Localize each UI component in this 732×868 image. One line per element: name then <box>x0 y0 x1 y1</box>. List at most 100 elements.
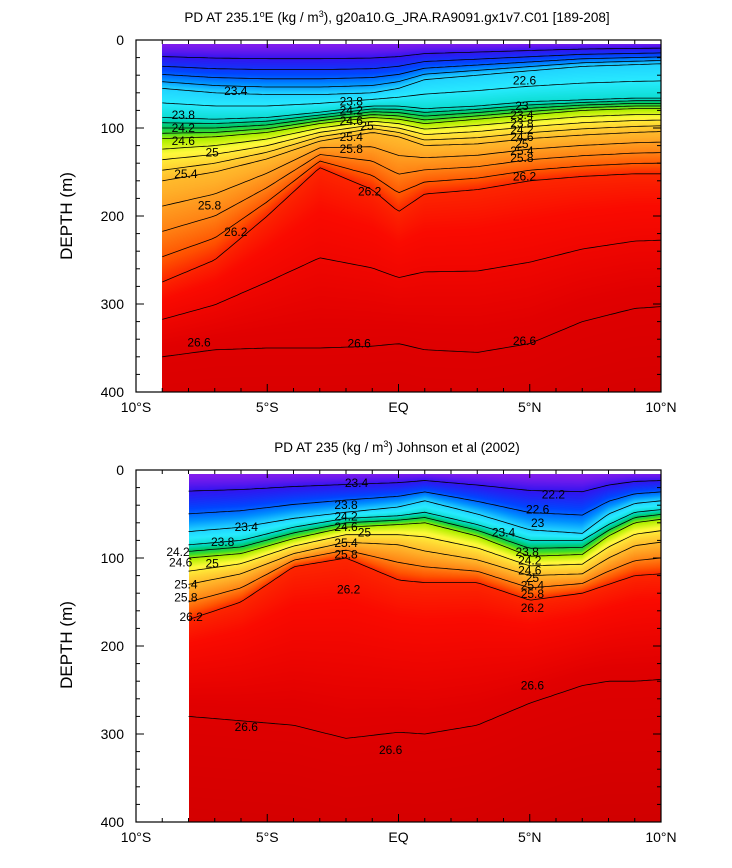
x-tick-label: 10°S <box>121 829 152 845</box>
x-tick-label: 5°N <box>518 829 542 845</box>
contour-label: 25 <box>360 119 374 133</box>
contour-label: 26.2 <box>358 184 382 198</box>
contour-label: 25.4 <box>174 577 198 591</box>
x-tick-label: EQ <box>388 829 408 845</box>
contour-label: 23.8 <box>340 95 364 109</box>
contour-line-24.2 <box>162 103 661 129</box>
contour-label: 26.6 <box>347 337 371 351</box>
contour-label: 24.2 <box>334 510 358 524</box>
contour-label: 24.2 <box>166 545 190 559</box>
y-tick-label: 300 <box>101 296 125 312</box>
contour-line-24.6 <box>162 108 661 139</box>
contour-label: 24.6 <box>340 114 364 128</box>
contour-label: 25 <box>205 556 219 570</box>
contour-line-23.4 <box>162 63 662 95</box>
contour-line-23.6 <box>162 80 662 107</box>
contour-line-26.6 <box>188 679 662 739</box>
y-tick-label: 200 <box>101 638 125 654</box>
contour-line-23.8 <box>188 509 662 546</box>
contour-line-25.6 <box>162 141 662 207</box>
contour-label: 25.4 <box>521 578 545 592</box>
x-tick-label: 10°N <box>645 399 676 415</box>
contour-line-26.6 <box>162 306 662 358</box>
contour-label: 23 <box>531 516 545 530</box>
y-tick-label: 0 <box>116 32 124 48</box>
contour-line-25 <box>162 119 661 161</box>
contour-label: 26.6 <box>235 720 259 734</box>
contour-label: 24.2 <box>518 554 542 568</box>
contour-label: 26.2 <box>337 583 361 597</box>
contour-line-22.6 <box>188 480 662 493</box>
contour-line-22.6 <box>162 47 662 60</box>
y-tick-label: 100 <box>101 120 125 136</box>
contour-label: 25 <box>205 146 219 160</box>
contour-line-25.2 <box>162 125 662 171</box>
contour-line-23.8 <box>162 97 661 120</box>
panel-title: PD AT 235.1oE (kg / m3), g20a10.G_JRA.RA… <box>184 9 609 25</box>
contour-line-24 <box>162 100 661 125</box>
contour-label: 24.2 <box>172 121 196 135</box>
contour-label: 23.4 <box>510 108 534 122</box>
contour-label: 23.8 <box>211 535 235 549</box>
contour-label: 25.8 <box>334 547 358 561</box>
contour-label: 26.6 <box>187 336 211 350</box>
contour-label: 24.2 <box>340 103 364 117</box>
contour-label: 22.6 <box>513 73 537 87</box>
contour-label: 24.2 <box>510 123 534 137</box>
contour-label: 24.6 <box>334 520 358 534</box>
contour-label: 26.2 <box>179 610 203 624</box>
contour-line-25.8 <box>188 549 662 603</box>
y-tick-label: 0 <box>116 462 124 478</box>
contour-label: 24.6 <box>510 130 534 144</box>
contour-line-24.2 <box>188 514 662 552</box>
contour-label: 26.2 <box>513 169 537 183</box>
contour-label: 24.6 <box>172 134 196 148</box>
contour-line-24.8 <box>162 114 661 150</box>
panel-observed: PD AT 235 (kg / m3) Johnson et al (2002)… <box>57 439 677 845</box>
y-axis-label: DEPTH (m) <box>57 601 76 689</box>
contour-label: 25.4 <box>334 536 358 550</box>
contour-line-23 <box>162 56 662 80</box>
x-tick-label: 5°S <box>256 829 279 845</box>
x-tick-label: 10°N <box>645 829 676 845</box>
contour-label: 26.6 <box>513 334 537 348</box>
contour-line-23.2 <box>162 60 662 88</box>
contour-label: 23.8 <box>510 117 534 131</box>
y-tick-label: 300 <box>101 726 125 742</box>
contour-line-26 <box>162 160 661 258</box>
panel-title: PD AT 235 (kg / m3) Johnson et al (2002) <box>274 439 519 455</box>
panel-model: PD AT 235.1oE (kg / m3), g20a10.G_JRA.RA… <box>57 9 677 415</box>
contour-line-22.8 <box>162 52 662 70</box>
x-tick-label: 5°S <box>256 399 279 415</box>
plot-area: 23.423.824.224.62525.425.826.226.623.824… <box>101 32 677 415</box>
contour-line-24.4 <box>162 105 661 134</box>
contour-label: 26.2 <box>521 601 545 615</box>
y-tick-label: 400 <box>101 814 125 830</box>
contour-label: 25.8 <box>521 587 545 601</box>
contour-line-24.6 <box>188 518 662 559</box>
contour-line-25 <box>188 530 662 572</box>
contour-line-26.2 <box>188 557 662 620</box>
contour-label: 25.4 <box>174 167 198 181</box>
contour-label: 23.4 <box>235 520 259 534</box>
contour-label: 23.8 <box>334 498 358 512</box>
y-axis-label: DEPTH (m) <box>57 172 76 260</box>
contour-label: 23.8 <box>172 108 196 122</box>
contour-line-25.4 <box>162 131 662 182</box>
contour-label: 23.4 <box>345 476 369 490</box>
y-tick-label: 100 <box>101 550 125 566</box>
contour-label: 25 <box>526 571 540 585</box>
contour-line-25.4 <box>188 541 662 585</box>
density-field-fill <box>162 44 661 392</box>
contour-label: 23.4 <box>492 525 516 539</box>
contour-label: 25 <box>358 525 372 539</box>
contour-line-23.4 <box>188 500 662 534</box>
contour-label: 23.8 <box>515 545 539 559</box>
contour-line-26.4 <box>162 239 662 320</box>
contour-label: 22.6 <box>526 503 550 517</box>
y-tick-label: 200 <box>101 208 125 224</box>
contour-label: 23.4 <box>224 84 248 98</box>
x-tick-label: EQ <box>388 399 408 415</box>
